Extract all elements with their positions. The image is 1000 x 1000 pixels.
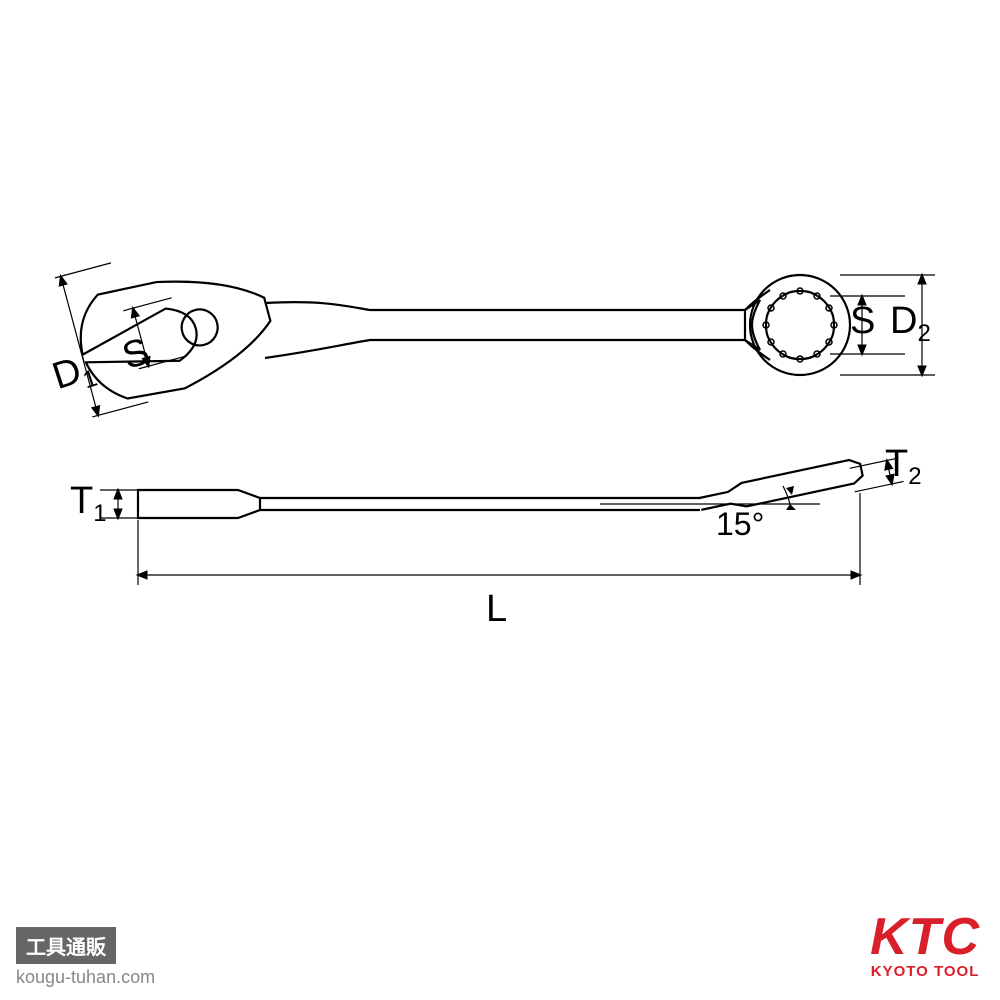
label-d2: D2 — [890, 302, 931, 340]
footer-url: kougu-tuhan.com — [16, 967, 155, 988]
label-length: L — [486, 590, 507, 628]
wrench-diagram — [0, 0, 1000, 1000]
wrench-top-view — [69, 253, 850, 411]
label-s-right: S — [850, 302, 875, 340]
label-t2: T2 — [885, 445, 922, 483]
brand-logo: KTC KYOTO TOOL — [870, 914, 980, 980]
label-t1: T1 — [70, 482, 107, 520]
label-angle: 15° — [716, 508, 764, 540]
footer-badge: 工具通販 — [16, 927, 116, 964]
